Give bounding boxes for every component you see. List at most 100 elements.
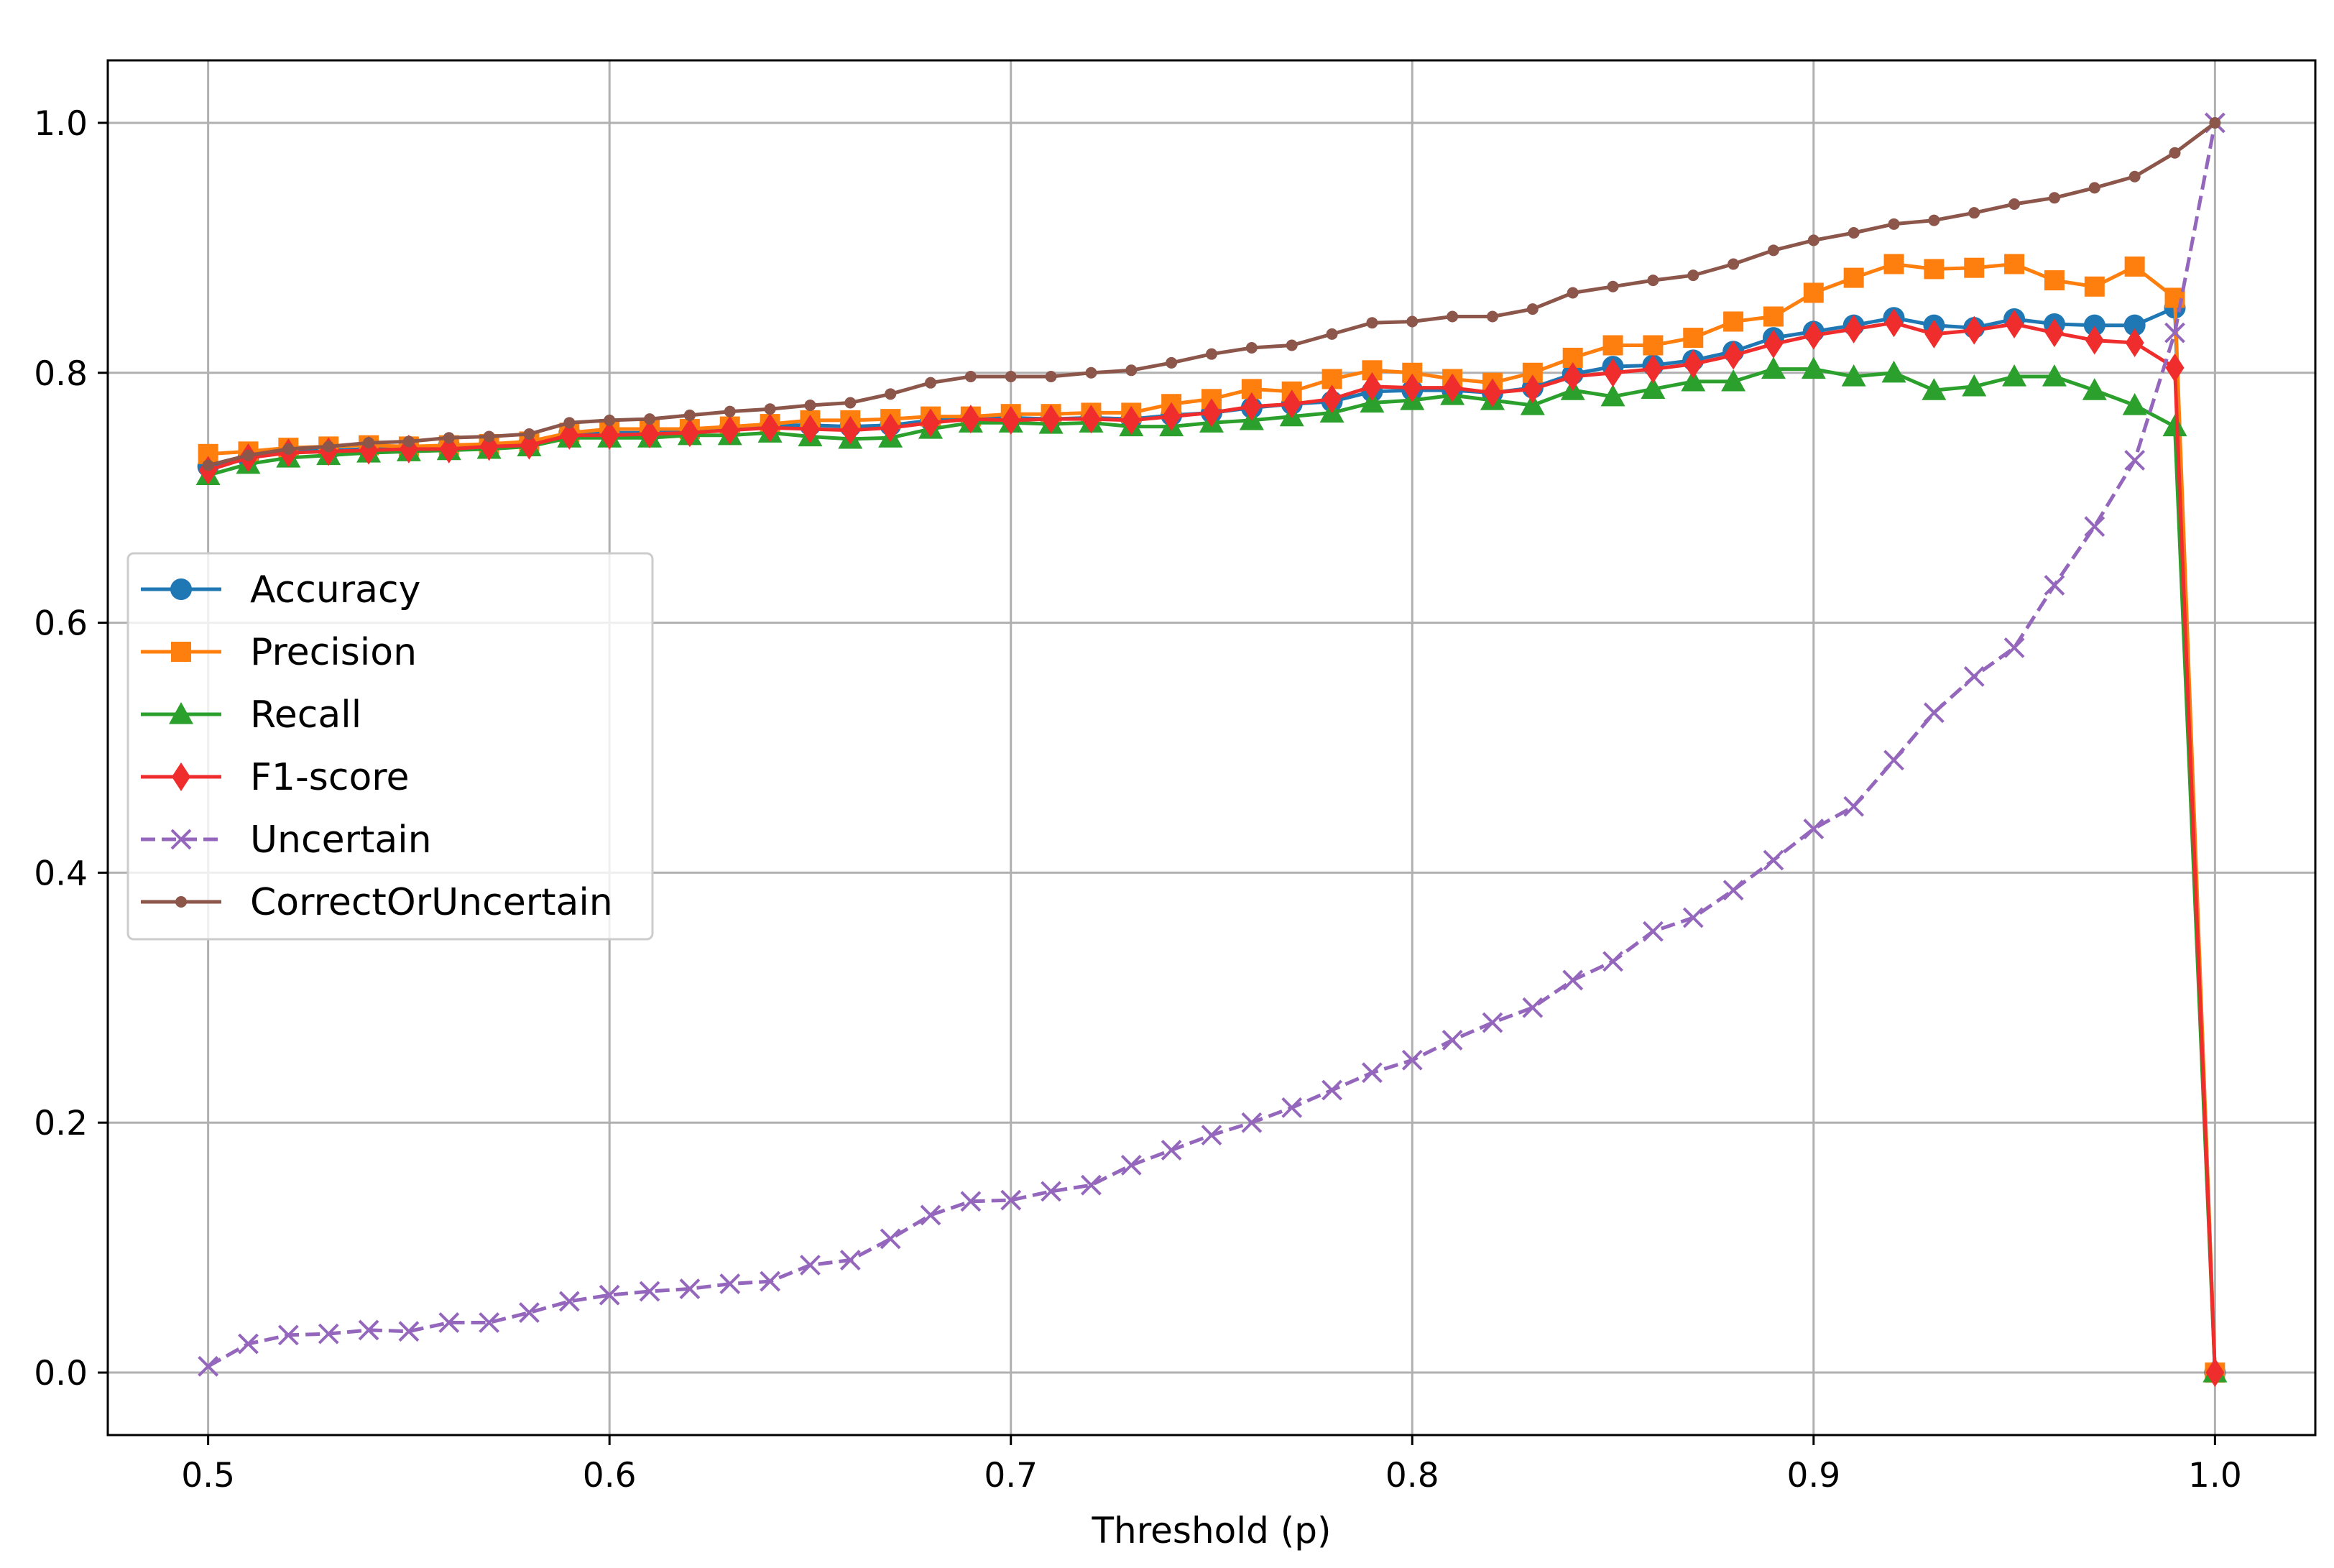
axis-ticks: 0.5 0.6 0.7 0.8 0.9 1.0 0.0 0.2 0.4 0.6 0.8 1.0 <box>34 104 2241 1495</box>
f1-score-point <box>1763 329 1783 359</box>
correctoruncertain-point <box>2008 198 2021 210</box>
f1-score-point <box>2205 1358 2225 1388</box>
precision-point <box>2084 276 2105 297</box>
legend-label: F1-score <box>250 756 409 799</box>
f1-score-point <box>1041 405 1061 434</box>
uncertain-point <box>479 1312 500 1333</box>
f1-score-point <box>961 405 980 434</box>
correctoruncertain-point <box>523 428 535 440</box>
f1-score-point <box>1603 358 1623 387</box>
uncertain-point <box>960 1191 982 1212</box>
f1-score-point <box>520 430 539 460</box>
f1-score-point <box>1282 389 1301 419</box>
uncertain-point <box>1241 1112 1263 1133</box>
f1-score-point <box>2125 328 2144 358</box>
y-tick-label: 1.0 <box>34 104 88 144</box>
recall-point <box>1721 369 1746 392</box>
uncertain-point <box>1000 1189 1022 1211</box>
recall-point <box>1600 384 1625 407</box>
correctoruncertain-point <box>1005 370 1017 382</box>
f1-score-point <box>760 413 780 443</box>
uncertain-point <box>2044 575 2065 596</box>
uncertain-point <box>1201 1125 1222 1146</box>
x-axis-label: Threshold (p) <box>1091 1510 1331 1551</box>
correctoruncertain-point <box>1687 269 1699 282</box>
uncertain-point <box>1883 750 1904 771</box>
correctoruncertain-point <box>1647 275 1659 287</box>
correctoruncertain-point <box>764 403 776 415</box>
uncertain-point <box>1041 1181 1061 1202</box>
correctoruncertain-point <box>1447 310 1459 323</box>
correctoruncertain-point <box>1366 317 1378 329</box>
precision-point <box>1723 311 1744 332</box>
uncertain-point <box>1442 1030 1463 1051</box>
f1-score-point <box>2085 326 2104 355</box>
uncertain-point <box>1081 1174 1102 1196</box>
f1-score-point <box>881 413 900 443</box>
plot-frame <box>106 59 2317 1436</box>
recall-point <box>1520 392 1545 415</box>
y-tick-label: 0.8 <box>34 354 88 394</box>
correctoruncertain-point <box>604 414 616 426</box>
uncertain-point <box>1362 1062 1383 1084</box>
correctoruncertain-point <box>964 370 977 382</box>
legend-marker <box>170 578 192 600</box>
recall-point <box>1360 390 1385 413</box>
correctoruncertain-point <box>1166 356 1178 369</box>
correctoruncertain-point <box>1406 315 1419 328</box>
recall-point <box>2042 364 2067 387</box>
uncertain-point <box>920 1204 941 1226</box>
f1-score-point <box>1804 320 1823 350</box>
recall-point <box>1761 356 1786 379</box>
uncertain-point <box>1602 951 1623 972</box>
recall-point <box>1801 356 1826 379</box>
series-f1-score <box>198 308 2225 1388</box>
uncertain-point <box>760 1270 781 1292</box>
recall-point <box>2002 364 2027 387</box>
correctoruncertain-point <box>483 430 495 443</box>
uncertain-point <box>1803 818 1825 839</box>
correctoruncertain-point <box>1085 366 1097 379</box>
uncertain-point <box>2164 322 2185 343</box>
f1-score-point <box>640 419 660 448</box>
uncertain-point <box>1120 1154 1142 1176</box>
correctoruncertain-point <box>925 377 937 389</box>
correctoruncertain-point <box>282 443 295 455</box>
uncertain-point <box>639 1281 660 1302</box>
correctoruncertain-point <box>2169 147 2181 159</box>
correctoruncertain-point <box>844 397 857 409</box>
uncertain-point <box>2124 450 2146 471</box>
x-tick-label: 0.7 <box>984 1456 1038 1495</box>
correctoruncertain-point <box>1486 310 1498 323</box>
uncertain-point <box>1682 907 1704 928</box>
legend-item-uncertain: Uncertain <box>141 818 432 862</box>
uncertain-point <box>1642 921 1664 942</box>
correctoruncertain-point <box>2209 116 2221 129</box>
f1-score-point <box>1965 315 1984 345</box>
correctoruncertain-point <box>1888 218 1900 230</box>
correctoruncertain-point <box>1767 244 1779 257</box>
uncertain-point <box>2003 637 2025 658</box>
correctoruncertain-point <box>202 459 214 471</box>
correctoruncertain-point <box>724 405 736 418</box>
uncertain-point <box>558 1291 580 1312</box>
legend-label: Recall <box>250 693 361 737</box>
f1-score-point <box>1081 405 1101 434</box>
f1-score-point <box>921 408 941 438</box>
correctoruncertain-point <box>644 413 656 425</box>
uncertain-point <box>880 1228 901 1250</box>
f1-score-point <box>801 415 820 444</box>
correctoruncertain-point <box>563 417 576 429</box>
uncertain-point <box>277 1324 299 1346</box>
correctoruncertain-point <box>1968 207 1980 219</box>
f1-score-point <box>680 418 699 448</box>
uncertain-point <box>599 1284 620 1306</box>
correctoruncertain-point <box>1928 214 1940 226</box>
correctoruncertain-point <box>1807 234 1819 246</box>
correctoruncertain-point <box>402 435 415 448</box>
uncertain-point <box>1321 1079 1342 1101</box>
precision-point <box>1602 335 1623 356</box>
recall-point <box>1641 377 1666 399</box>
f1-score-point <box>2005 309 2024 338</box>
f1-score-point <box>1684 349 1703 379</box>
